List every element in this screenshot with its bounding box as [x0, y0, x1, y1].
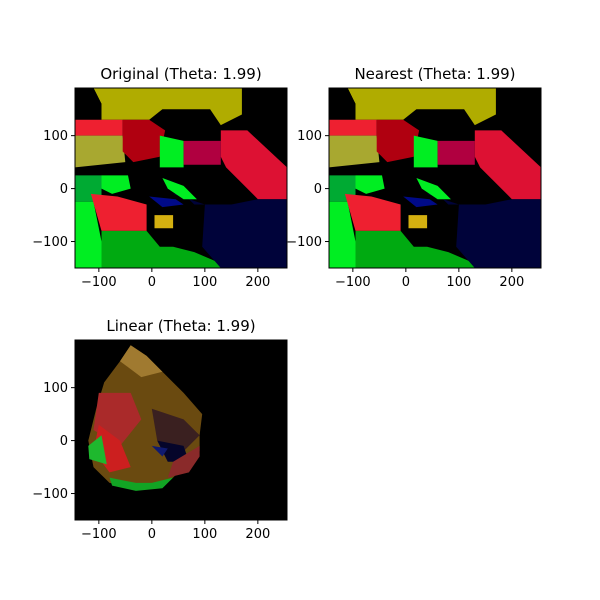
y-tick-label: 100 [297, 129, 322, 144]
y-ticks: −100 0 100 [32, 129, 75, 250]
heatmap-region-11 [90, 193, 147, 231]
heatmap-region-16 [408, 215, 428, 229]
x-ticks: −100 0 100 200 [81, 268, 270, 290]
heatmap-region-1 [120, 345, 163, 378]
plot-title: Linear (Theta: 1.99) [106, 317, 255, 335]
x-tick-label: 100 [192, 275, 217, 290]
heatmap-region-14 [416, 178, 451, 200]
heatmap-region-5 [109, 477, 174, 491]
x-ticks: −100 0 100 200 [335, 268, 524, 290]
heatmap-region-12 [355, 230, 486, 268]
heatmap-region-10 [75, 201, 102, 268]
heatmap-region-3 [329, 135, 380, 168]
y-tick-label: 0 [60, 182, 68, 197]
heatmap-region-2 [75, 119, 123, 136]
x-ticks: −100 0 100 200 [81, 520, 270, 542]
y-tick-label: 0 [60, 434, 68, 449]
heatmap-region-9 [151, 445, 168, 457]
x-tick-label: 200 [499, 275, 524, 290]
heatmap-region-1 [75, 88, 102, 120]
heatmap-region-0 [93, 88, 242, 126]
x-tick-label: −100 [335, 275, 371, 290]
heatmap-region-11 [344, 193, 401, 231]
subplot-original: Original (Theta: 1.99) −100 0 100 200 −100 0… [32, 65, 288, 290]
plot-frame [328, 87, 542, 269]
subplot-nearest: Nearest (Theta: 1.99) −100 0 100 200 −100 0 1… [286, 65, 542, 290]
heatmap-area [75, 88, 287, 268]
x-tick-label: 100 [192, 527, 217, 542]
heatmap-region-14 [162, 178, 197, 200]
plot-frame [74, 87, 288, 269]
heatmap-region-5 [413, 135, 438, 168]
subplot-linear: Linear (Theta: 1.99) −100 0 100 200 −100 0 10… [32, 317, 288, 542]
y-tick-label: −100 [32, 235, 68, 250]
y-tick-label: −100 [32, 487, 68, 502]
heatmap-region-4 [376, 119, 420, 163]
heatmap-area [75, 340, 287, 520]
x-tick-label: 200 [245, 527, 270, 542]
y-tick-label: −100 [286, 235, 322, 250]
x-tick-label: −100 [81, 527, 117, 542]
x-tick-label: 0 [148, 275, 156, 290]
x-tick-label: 100 [446, 275, 471, 290]
y-ticks: −100 0 100 [286, 129, 329, 250]
heatmap-region-6 [151, 408, 200, 452]
heatmap-region-9 [355, 175, 385, 194]
x-tick-label: −100 [81, 275, 117, 290]
heatmap-region-6 [437, 140, 475, 165]
heatmap-region-2 [329, 119, 377, 136]
plot-title: Original (Theta: 1.99) [100, 65, 261, 83]
heatmap-region-9 [101, 175, 131, 194]
plot-title: Nearest (Theta: 1.99) [354, 65, 515, 83]
heatmap-region-15 [403, 196, 438, 208]
y-tick-label: 100 [43, 381, 68, 396]
y-ticks: −100 0 100 [32, 381, 75, 502]
y-tick-label: 0 [314, 182, 322, 197]
x-tick-label: 0 [402, 275, 410, 290]
heatmap-area [329, 88, 541, 268]
y-tick-label: 100 [43, 129, 68, 144]
heatmap-region-16 [154, 215, 174, 229]
x-tick-label: 0 [148, 527, 156, 542]
heatmap-region-8 [167, 445, 200, 478]
heatmap-region-10 [329, 201, 356, 268]
heatmap-region-7 [157, 440, 189, 462]
heatmap-region-3 [75, 135, 126, 168]
x-tick-label: 200 [245, 275, 270, 290]
heatmap-region-7 [474, 130, 541, 200]
heatmap-region-1 [329, 88, 356, 120]
heatmap-region-6 [183, 140, 221, 165]
heatmap-region-4 [88, 435, 107, 465]
heatmap-region-5 [159, 135, 184, 168]
heatmap-region-7 [220, 130, 287, 200]
heatmap-region-15 [149, 196, 184, 208]
heatmap-region-13 [173, 193, 287, 268]
heatmap-region-4 [122, 119, 166, 163]
plot-frame [74, 339, 288, 521]
heatmap-region-12 [101, 230, 232, 268]
heatmap-region-0 [347, 88, 496, 126]
heatmap-region-13 [427, 193, 541, 268]
